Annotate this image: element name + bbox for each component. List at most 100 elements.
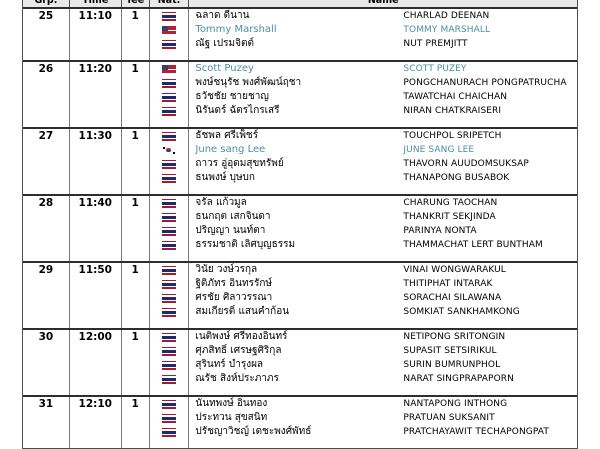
cell-grp xyxy=(23,171,70,185)
table-row[interactable]: June sang Lee JUNE SANG LEE xyxy=(23,143,577,157)
cell-grp xyxy=(23,143,70,157)
player-name-roman: NARAT SINGPRAPAPORN xyxy=(403,374,514,384)
table-row[interactable]: ศุภสิทธิ์ เศรษฐศิริกุล SUPASIT SETSIRIKUL xyxy=(23,344,577,358)
table-row[interactable]: ธรรมชาติ เลิศบุญธรรม THAMMACHAT LERT BUNT… xyxy=(23,238,577,252)
player-name-roman: VINAI WONGWARAKUL xyxy=(403,265,506,275)
thailand-flag xyxy=(150,411,190,425)
spacer-cell xyxy=(122,439,150,448)
player-name-local: พงษ์ชนุรัช พงศ์พัฒน์ฤชา xyxy=(195,77,302,88)
table-row[interactable]: ธนกฤต เสกจินดา THANKRIT SEKJINDA xyxy=(23,210,577,224)
cell-time xyxy=(70,238,122,252)
table-row[interactable]: 30 12:00 1 เนติพงษ์ ศรีทองอินทร์ NETIPONG SR… xyxy=(23,330,577,344)
cell-name: สุรินทร์ บำรุงผล SURIN BUMRUNPHOL xyxy=(189,358,577,372)
player-name-roman: NANTAPONG INTHONG xyxy=(403,399,508,409)
player-name-roman: SORACHAI SILAWANA xyxy=(403,293,502,303)
cell-tee xyxy=(122,291,150,305)
table-row[interactable]: ปริญญา นนท์ตา PARINYA NONTA xyxy=(23,224,577,238)
cell-tee xyxy=(122,224,150,238)
cell-name: ถาวร อู่อุดมสุขทรัพย์ THAVORN AUUDOMSUKSA… xyxy=(189,157,577,171)
spacer-cell xyxy=(70,319,122,328)
cell-grp: 26 xyxy=(23,62,70,76)
thailand-flag xyxy=(150,224,190,238)
cell-grp xyxy=(23,291,70,305)
group-block: 26 11:20 1 Scott Puzey SCOTT PUZEY พงษ์ชนุรัช… xyxy=(23,62,577,129)
spacer-cell xyxy=(189,185,577,194)
table-row[interactable]: 25 11:10 1 ฉลาด ดีนาน CHARLAD DEENAN xyxy=(23,9,577,23)
south-korea-flag xyxy=(150,143,190,157)
cell-name: พงษ์ชนุรัช พงศ์พัฒน์ฤชา PONGCHANURACH PON… xyxy=(189,76,577,90)
cell-tee: 1 xyxy=(122,129,150,143)
cell-name: วินัย วงษ์วรกุล VINAI WONGWARAKUL xyxy=(189,263,577,277)
group-block: 27 11:30 1 ธัชพล ศรีเพ็ชร์ TOUCHPOL SRIPETCH… xyxy=(23,129,577,196)
thailand-flag xyxy=(150,90,190,104)
thailand-flag xyxy=(150,277,190,291)
usa-flag xyxy=(150,23,190,37)
table-row[interactable]: 26 11:20 1 Scott Puzey SCOTT PUZEY xyxy=(23,62,577,76)
player-name-local: ธรรมชาติ เลิศบุญธรรม xyxy=(195,239,296,250)
table-row[interactable]: สมเกียรติ์ แสนคําก้อน SOMKIAT SANKHAMKONG xyxy=(23,305,577,319)
table-body: 25 11:10 1 ฉลาด ดีนาน CHARLAD DEENAN Tommy Ma… xyxy=(23,9,577,448)
table-row[interactable]: 31 12:10 1 นันทพงษ์ อินทอง NANTAPONG INTHONG xyxy=(23,397,577,411)
cell-time xyxy=(70,143,122,157)
thailand-flag xyxy=(150,344,190,358)
player-name-local: June sang Lee xyxy=(195,144,266,155)
thailand-flag xyxy=(150,76,190,90)
player-name-local: สมเกียรติ์ แสนคําก้อน xyxy=(195,306,290,317)
table-row[interactable]: ถาวร อู่อุดมสุขทรัพย์ THAVORN AUUDOMSUKSA… xyxy=(23,157,577,171)
player-name-roman: NETIPONG SRITONGIN xyxy=(403,332,506,342)
spacer-cell xyxy=(189,118,577,127)
player-name-roman: THAMMACHAT LERT BUNTHAM xyxy=(403,240,543,250)
cell-time xyxy=(70,104,122,118)
spacer-cell xyxy=(150,386,190,395)
player-name-roman: NIRAN CHATKRAISERI xyxy=(403,106,502,116)
spacer-cell xyxy=(122,185,150,194)
cell-grp: 28 xyxy=(23,196,70,210)
table-row[interactable]: สุรินทร์ บำรุงผล SURIN BUMRUNPHOL xyxy=(23,358,577,372)
cell-grp xyxy=(23,411,70,425)
group-block: 28 11:40 1 จรัล แก้วมูล CHARUNG TAOCHAN ธนกฤต… xyxy=(23,196,577,263)
spacer-cell xyxy=(122,118,150,127)
table-row[interactable]: ธนพงษ์ บุษบก THANAPONG BUSABOK xyxy=(23,171,577,185)
thailand-flag xyxy=(150,104,190,118)
cell-tee xyxy=(122,157,150,171)
cell-tee: 1 xyxy=(122,330,150,344)
spacer-cell xyxy=(150,51,190,60)
thailand-flag xyxy=(150,397,190,411)
table-row[interactable]: 29 11:50 1 วินัย วงษ์วรกุล VINAI WONGWARAKUL xyxy=(23,263,577,277)
player-name-local: วินัย วงษ์วรกุล xyxy=(195,264,258,275)
table-row[interactable]: 28 11:40 1 จรัล แก้วมูล CHARUNG TAOCHAN xyxy=(23,196,577,210)
table-row[interactable]: ณรัช สิงห์ประภาภร NARAT SINGPRAPAPORN xyxy=(23,372,577,386)
cell-name: ฉลาด ดีนาน CHARLAD DEENAN xyxy=(189,9,577,23)
spacer-cell xyxy=(189,386,577,395)
player-name-roman: TOUCHPOL SRIPETCH xyxy=(403,131,502,141)
player-name-local: ปรัชญาวิชญ์ เดชะพงศ์พัทธ์ xyxy=(195,426,312,437)
table-row[interactable]: ฐิติภัทร อินทรรักษ์ THITIPHAT INTARAK xyxy=(23,277,577,291)
table-row[interactable]: ศรชัย ศิลาวรรณา SORACHAI SILAWANA xyxy=(23,291,577,305)
group-spacer-row xyxy=(23,386,577,395)
thailand-flag xyxy=(150,196,190,210)
table-row[interactable]: ธวัชชัย ชายชาญ TAWATCHAI CHAICHAN xyxy=(23,90,577,104)
table-row[interactable]: 27 11:30 1 ธัชพล ศรีเพ็ชร์ TOUCHPOL SRIPETCH xyxy=(23,129,577,143)
cell-name: ปริญญา นนท์ตา PARINYA NONTA xyxy=(189,224,577,238)
column-header-time: Time xyxy=(70,0,122,7)
cell-grp xyxy=(23,358,70,372)
cell-tee xyxy=(122,90,150,104)
table-row[interactable]: Tommy Marshall TOMMY MARSHALL xyxy=(23,23,577,37)
spacer-cell xyxy=(70,185,122,194)
cell-name: June sang Lee JUNE SANG LEE xyxy=(189,143,577,157)
table-row[interactable]: ณัฐ เปรมจิตต์ NUT PREMJITT xyxy=(23,37,577,51)
cell-grp xyxy=(23,277,70,291)
cell-name: Tommy Marshall TOMMY MARSHALL xyxy=(189,23,577,37)
table-row[interactable]: ประทวน สุขสนิท PRATUAN SUKSANIT xyxy=(23,411,577,425)
table-row[interactable]: ปรัชญาวิชญ์ เดชะพงศ์พัทธ์ PRATCHAYAWIT TE… xyxy=(23,425,577,439)
group-spacer-row xyxy=(23,319,577,328)
table-row[interactable]: พงษ์ชนุรัช พงศ์พัฒน์ฤชา PONGCHANURACH PON… xyxy=(23,76,577,90)
cell-time xyxy=(70,291,122,305)
spacer-cell xyxy=(122,319,150,328)
table-row[interactable]: นิรันดร์ ฉัตรไกรเสรี NIRAN CHATKRAISERI xyxy=(23,104,577,118)
thailand-flag xyxy=(150,9,190,23)
cell-name: ปรัชญาวิชญ์ เดชะพงศ์พัทธ์ PRATCHAYAWIT TE… xyxy=(189,425,577,439)
player-name-roman: THANAPONG BUSABOK xyxy=(403,173,510,183)
spacer-cell xyxy=(70,439,122,448)
player-name-roman: PARINYA NONTA xyxy=(403,226,477,236)
